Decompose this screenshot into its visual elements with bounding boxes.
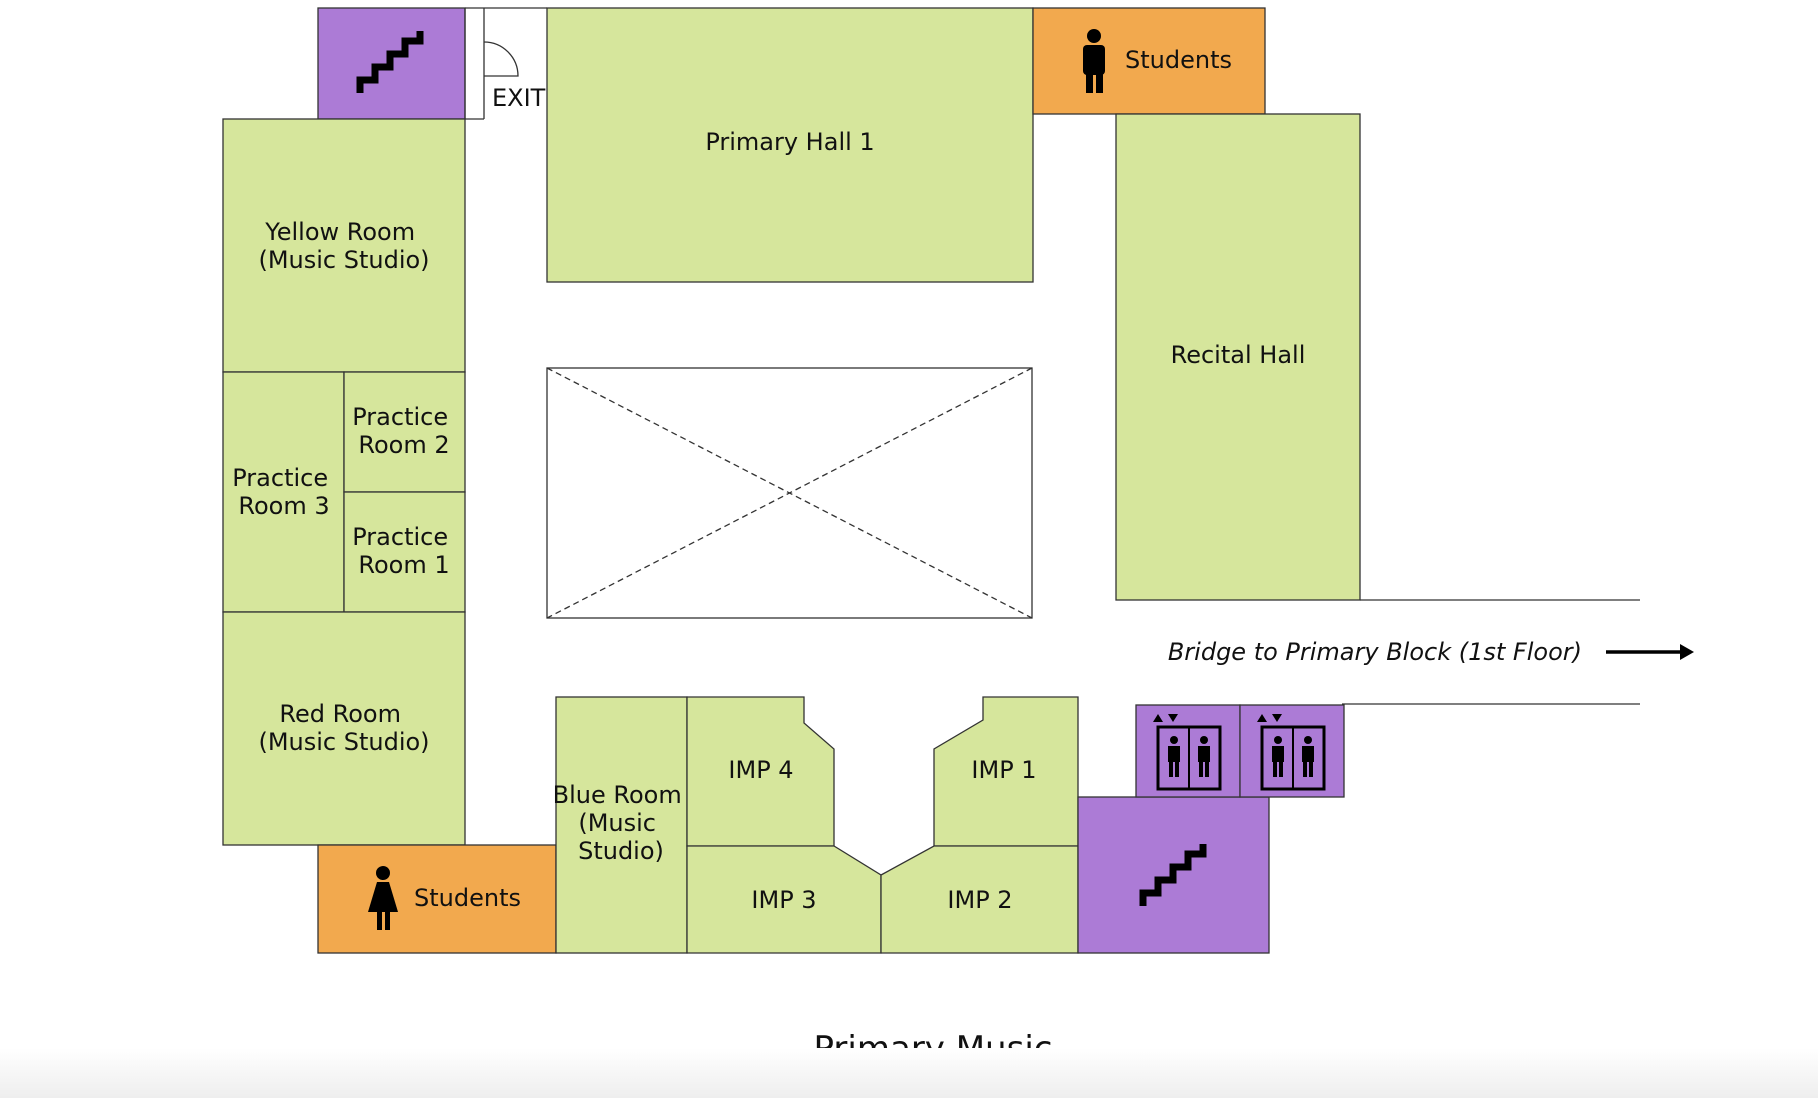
room-yellow-room[interactable]: Yellow Room (Music Studio) xyxy=(222,118,466,373)
students-toilet-female[interactable]: Students xyxy=(317,844,557,954)
room-practice-room-1[interactable]: Practice Room 1 xyxy=(343,491,466,613)
stairs-top[interactable] xyxy=(317,7,466,120)
room-label-line: Room 2 xyxy=(358,431,449,459)
room-practice-room-3[interactable]: Practice Room 3 xyxy=(222,371,345,613)
room-label: Practice Room 2 xyxy=(352,403,456,459)
arrow-right-icon xyxy=(1606,644,1694,660)
room-label-line: Red Room xyxy=(279,700,401,728)
room-label-line: Yellow Room xyxy=(264,218,415,246)
room-imp-2[interactable]: IMP 2 xyxy=(880,845,1079,954)
room-label: Students xyxy=(414,884,521,912)
lift-right[interactable] xyxy=(1239,704,1345,798)
room-label: Students xyxy=(1125,46,1232,74)
room-label: IMP 3 xyxy=(751,886,816,914)
room-imp-4[interactable]: IMP 4 xyxy=(686,696,835,847)
stairs-bottom[interactable] xyxy=(1077,796,1270,954)
elevator-icon xyxy=(1257,714,1326,791)
room-label-line: (Music Studio) xyxy=(258,246,429,274)
exit-door[interactable]: EXIT xyxy=(464,7,547,120)
room-label: IMP 4 xyxy=(728,756,793,784)
room-label: Primary Hall 1 xyxy=(705,128,874,156)
room-label-line: Practice xyxy=(352,403,448,431)
room-label-line: Room 3 xyxy=(238,492,329,520)
room-label-line: Practice xyxy=(352,523,448,551)
room-primary-hall-1[interactable]: Primary Hall 1 xyxy=(546,7,1034,283)
female-person-icon xyxy=(368,866,398,930)
room-label-line: (Music Studio) xyxy=(258,728,429,756)
room-label: Blue Room (Music Studio) xyxy=(553,781,690,865)
room-practice-room-2[interactable]: Practice Room 2 xyxy=(343,371,466,493)
room-label: IMP 2 xyxy=(947,886,1012,914)
lift-left[interactable] xyxy=(1135,704,1241,798)
room-label: IMP 1 xyxy=(971,756,1036,784)
room-blue-room[interactable]: Blue Room (Music Studio) xyxy=(553,696,690,954)
footer-gradient-bar xyxy=(0,1048,1818,1098)
male-person-icon xyxy=(1083,29,1105,93)
room-label-line: Blue Room xyxy=(553,781,682,809)
door-swing-icon xyxy=(483,41,519,77)
room-label-line: Room 1 xyxy=(358,551,449,579)
room-label-line: (Music xyxy=(578,809,656,837)
exit-label: EXIT xyxy=(492,84,546,112)
room-recital-hall[interactable]: Recital Hall xyxy=(1115,113,1361,601)
room-label: Practice Room 3 xyxy=(232,464,336,520)
stairs-icon xyxy=(1139,844,1207,906)
room-imp-1[interactable]: IMP 1 xyxy=(933,696,1079,847)
bridge-label: Bridge to Primary Block (1st Floor) xyxy=(1168,638,1582,666)
room-label-line: Studio) xyxy=(578,837,664,865)
room-label-line: Practice xyxy=(232,464,328,492)
courtyard-void xyxy=(546,367,1033,619)
room-label: Practice Room 1 xyxy=(352,523,456,579)
room-label: Yellow Room (Music Studio) xyxy=(258,218,429,274)
room-label: Red Room (Music Studio) xyxy=(258,700,429,756)
room-imp-3[interactable]: IMP 3 xyxy=(686,845,882,954)
room-red-room[interactable]: Red Room (Music Studio) xyxy=(222,611,466,846)
students-toilet-male[interactable]: Students xyxy=(1032,7,1266,115)
stairs-icon xyxy=(356,31,424,93)
elevator-icon xyxy=(1153,714,1222,791)
bridge[interactable]: Bridge to Primary Block (1st Floor) xyxy=(1168,599,1694,705)
room-label: Recital Hall xyxy=(1171,341,1306,369)
